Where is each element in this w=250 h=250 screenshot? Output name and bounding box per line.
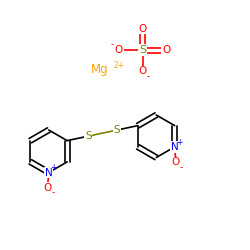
Text: Mg: Mg <box>91 64 109 76</box>
Text: N: N <box>45 168 52 177</box>
Text: -: - <box>180 163 183 172</box>
Text: -: - <box>147 72 150 81</box>
Text: S: S <box>85 131 92 141</box>
Text: -: - <box>52 188 54 198</box>
Text: O: O <box>172 158 180 168</box>
Text: -: - <box>111 40 114 49</box>
Text: O: O <box>138 66 146 76</box>
Text: +: + <box>50 164 56 172</box>
Text: N: N <box>171 142 178 152</box>
Text: O: O <box>138 24 146 34</box>
Text: O: O <box>162 45 170 55</box>
Text: +: + <box>176 138 182 147</box>
Text: S: S <box>139 45 146 55</box>
Text: S: S <box>113 125 120 135</box>
Text: 2+: 2+ <box>113 61 124 70</box>
Text: O: O <box>44 183 52 193</box>
Text: O: O <box>114 45 123 55</box>
